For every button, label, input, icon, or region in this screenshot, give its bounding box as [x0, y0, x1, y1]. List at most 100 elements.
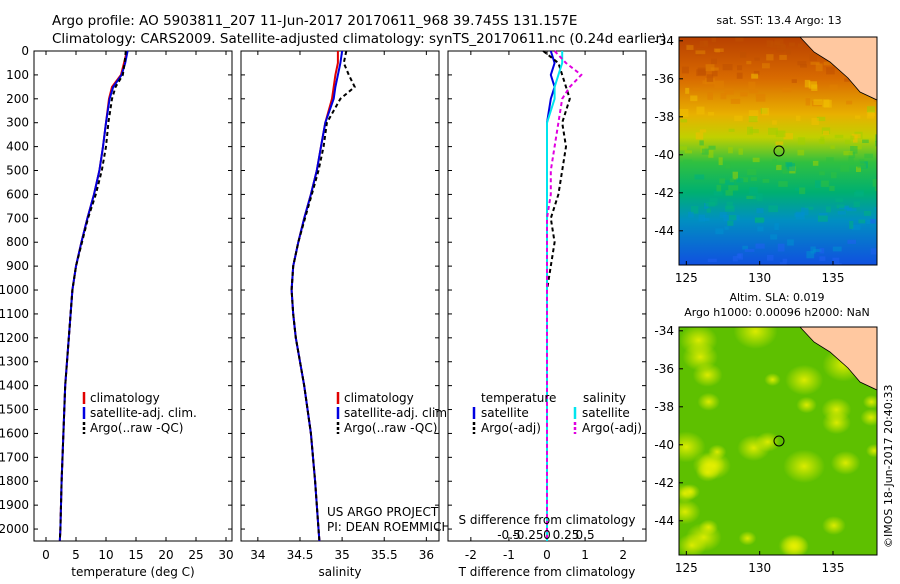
x-tick-label: 25: [188, 548, 203, 562]
sla-blob: [695, 462, 720, 482]
map-x-tick-label: 135: [822, 561, 845, 575]
sst-cell: [736, 178, 744, 183]
x-tick-label: 34.5: [287, 548, 314, 562]
sst-cell: [748, 81, 756, 90]
sst-cell: [703, 217, 710, 222]
map-y-tick-label: -44: [654, 224, 674, 238]
map-y-tick-label: -42: [654, 186, 674, 200]
sst-cell: [875, 141, 877, 147]
sst-cell: [746, 60, 752, 65]
sst-cell: [751, 73, 759, 79]
sla-blob: [783, 449, 825, 483]
sst-cell: [699, 129, 707, 133]
depth-tick-label: 1400: [0, 379, 29, 393]
depth-tick-label: 2000: [0, 522, 29, 536]
series-line-argo-raw-qc-: [290, 50, 356, 542]
project-annotation: US ARGO PROJECT: [327, 505, 439, 519]
pi-annotation: PI: DEAN ROEMMICH: [327, 520, 450, 534]
credit-text: ©IMOS 18-Jun-2017 20:40:33: [882, 384, 895, 548]
sst-cell: [875, 187, 877, 192]
sst-cell: [776, 164, 782, 171]
legend-s-argo-label: Argo(-adj): [582, 421, 642, 435]
map-y-tick-label: -38: [654, 110, 674, 124]
sst-cell: [820, 136, 825, 144]
sst-cell: [734, 115, 743, 122]
sla-land: [799, 327, 877, 391]
sst-cell: [795, 187, 800, 191]
sst-cell: [726, 201, 733, 209]
x-tick-label: 36: [419, 548, 434, 562]
sla-blob: [822, 516, 846, 535]
sst-cell: [782, 258, 788, 263]
depth-tick-label: 800: [6, 235, 29, 249]
x-tick-label: 34: [250, 548, 265, 562]
s-difference-label: S difference from climatology: [459, 513, 636, 527]
sst-cell: [728, 128, 735, 132]
sst-cell: [832, 246, 842, 252]
map-y-tick-label: -38: [654, 400, 674, 414]
legend-t-satellite-label: satellite: [481, 406, 529, 420]
depth-tick-label: 1200: [0, 331, 29, 345]
sst-cell: [711, 37, 717, 43]
sla-blob: [778, 533, 809, 555]
x-tick-label: 2: [619, 548, 627, 562]
sst-cell: [830, 145, 835, 149]
sst-cell: [690, 95, 698, 102]
sst-cell: [795, 211, 805, 220]
sst-cell: [829, 84, 838, 91]
sst-cell: [762, 107, 770, 116]
sst-cell: [834, 134, 844, 139]
legend-argo-label: Argo(..raw -QC): [90, 421, 183, 435]
sst-cell: [737, 65, 743, 71]
sst-cell: [819, 248, 825, 254]
sst-cell: [797, 61, 807, 66]
difference-depth-ticks: [448, 50, 646, 530]
sst-cell: [777, 43, 786, 51]
sst-cell: [820, 180, 829, 187]
depth-tick-label: 700: [6, 211, 29, 225]
sst-cell: [757, 226, 764, 232]
sst-cell: [715, 228, 724, 235]
series-line-satellite-adj-clim-: [58, 50, 129, 542]
sst-cell: [729, 178, 734, 183]
sst-cell: [736, 72, 743, 79]
sla-blob: [862, 395, 877, 409]
salinity-lines: [290, 50, 356, 542]
sla-blob: [679, 533, 707, 555]
sst-cell: [850, 135, 855, 140]
sla-blob: [866, 444, 877, 458]
map-y-tick-label: -36: [654, 362, 674, 376]
sst-cell: [725, 190, 733, 196]
s-tick-label: 0.25: [553, 528, 580, 542]
sst-cell: [754, 57, 760, 61]
salinity-axis-title: salinity: [318, 565, 361, 579]
legend-satellite-label: satellite-adj. clim.: [90, 406, 197, 420]
sst-cell: [755, 243, 765, 249]
sst-cell: [753, 70, 760, 76]
sst-cell: [709, 198, 718, 206]
sst-cell: [724, 88, 734, 95]
depth-tick-label: 400: [6, 140, 29, 154]
sst-cell: [836, 204, 845, 209]
sst-cell: [705, 202, 716, 207]
sst-cell: [811, 84, 818, 92]
sst-cell: [772, 120, 777, 125]
sla-blob: [764, 373, 781, 387]
sla-map-frame: [678, 326, 878, 556]
sst-cell: [754, 218, 765, 222]
sst-cell: [710, 67, 719, 71]
sst-cell: [870, 248, 877, 255]
sst-cell: [823, 130, 829, 135]
depth-tick-label: 1500: [0, 403, 29, 417]
sst-cell: [837, 211, 846, 215]
legend-t-argo-label: Argo(-adj): [481, 421, 541, 435]
sst-cell: [699, 140, 704, 146]
sla-blob: [785, 364, 824, 396]
sst-cell: [706, 208, 711, 213]
depth-tick-label: 200: [6, 92, 29, 106]
sst-cell: [747, 169, 757, 176]
sst-cell: [749, 187, 758, 195]
sst-cell: [787, 239, 794, 246]
sst-cell: [774, 39, 784, 46]
sst-cell: [806, 251, 815, 259]
